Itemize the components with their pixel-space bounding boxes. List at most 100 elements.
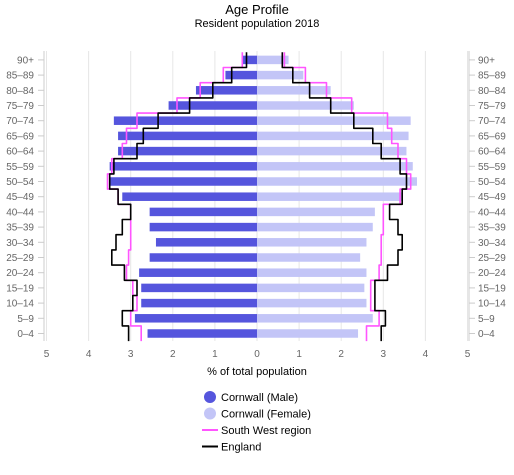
bar-cornwall-female-20-24[interactable] (257, 268, 367, 277)
bar-cornwall-male-80-84[interactable] (195, 86, 257, 95)
y-tick-label-right: 55–59 (478, 162, 506, 173)
bar-cornwall-female-90[interactable] (257, 55, 289, 65)
y-tick-label-right: 25–29 (478, 253, 506, 264)
x-tick-label: 1 (296, 349, 302, 360)
legend-symbol-cornwall-female (204, 407, 216, 420)
legend: Cornwall (Male) Cornwall (Female) South We… (202, 391, 311, 454)
y-tick-label-left: 30–34 (6, 238, 34, 249)
bar-cornwall-female-80-84[interactable] (257, 86, 331, 95)
bar-cornwall-male-55-59[interactable] (109, 162, 258, 171)
y-tick-label-left: 75–79 (6, 101, 34, 112)
bar-cornwall-female-75-79[interactable] (257, 101, 354, 110)
bar-cornwall-female-0-4[interactable] (257, 329, 359, 338)
axes (38, 51, 475, 341)
legend-label-england[interactable]: England (221, 442, 261, 454)
bar-cornwall-male-5-9[interactable] (134, 314, 257, 323)
y-tick-label-right: 60–64 (478, 147, 506, 158)
y-tick-label-left: 15–19 (6, 283, 34, 294)
y-tick-label-right: 15–19 (478, 283, 506, 294)
bar-cornwall-female-40-44[interactable] (257, 207, 375, 217)
bar-cornwall-female-50-54[interactable] (257, 177, 417, 186)
bar-cornwall-female-10-14[interactable] (257, 298, 367, 308)
y-tick-label-right: 5–9 (478, 314, 495, 325)
y-tick-label-left: 25–29 (6, 253, 34, 264)
y-tick-label-right: 70–74 (478, 116, 506, 127)
y-tick-label-left: 80–84 (6, 86, 34, 97)
bar-cornwall-female-15-19[interactable] (257, 283, 365, 293)
bar-cornwall-male-40-44[interactable] (149, 207, 257, 217)
line-england-left[interactable] (108, 52, 248, 342)
bar-cornwall-female-35-39[interactable] (257, 222, 373, 232)
y-tick-label-right: 90+ (478, 55, 495, 66)
bar-cornwall-male-25-29[interactable] (149, 253, 257, 262)
bar-cornwall-female-55-59[interactable] (257, 162, 413, 171)
bar-cornwall-female-60-64[interactable] (257, 146, 407, 156)
y-tick-label-left: 20–24 (6, 268, 34, 279)
bar-cornwall-male-75-79[interactable] (168, 101, 257, 110)
legend-label-cornwall-female[interactable]: Cornwall (Female) (221, 409, 311, 421)
bar-cornwall-female-70-74[interactable] (257, 116, 411, 125)
y-tick-label-right: 40–44 (478, 207, 506, 218)
bar-cornwall-female-5-9[interactable] (257, 314, 373, 323)
bar-cornwall-male-30-34[interactable] (155, 238, 257, 247)
y-tick-labels: 0–4 0–4 5–9 5–9 10–14 10–14 15–19 15–19 20–24 20–… (6, 55, 506, 340)
x-tick-label: 4 (423, 349, 429, 360)
y-tick-label-left: 5–9 (17, 314, 34, 325)
x-tick-label: 5 (465, 349, 471, 360)
line-south-west-region-right[interactable] (283, 52, 412, 342)
y-tick-label-right: 30–34 (478, 238, 506, 249)
y-tick-label-left: 35–39 (6, 223, 34, 234)
line-england-right[interactable] (281, 52, 408, 342)
x-tick-label: 5 (44, 349, 50, 360)
x-axis-label: % of total population (207, 366, 307, 378)
bar-cornwall-male-65-69[interactable] (118, 131, 257, 141)
bar-cornwall-male-60-64[interactable] (118, 146, 257, 156)
y-tick-label-right: 80–84 (478, 86, 506, 97)
x-tick-label: 3 (128, 349, 134, 360)
legend-symbol-cornwall-male (204, 391, 216, 403)
y-tick-label-left: 90+ (17, 55, 34, 66)
bar-cornwall-male-35-39[interactable] (149, 222, 257, 232)
x-tick-label: 4 (86, 349, 92, 360)
series-lines (106, 52, 412, 342)
bar-cornwall-male-15-19[interactable] (141, 283, 257, 293)
bar-cornwall-female-25-29[interactable] (257, 253, 361, 262)
legend-label-cornwall-male[interactable]: Cornwall (Male) (221, 392, 298, 404)
bar-cornwall-male-20-24[interactable] (139, 268, 257, 277)
y-tick-label-right: 35–39 (478, 223, 506, 234)
x-tick-label: 2 (338, 349, 344, 360)
y-tick-label-right: 50–54 (478, 177, 506, 188)
y-tick-label-left: 10–14 (6, 299, 34, 310)
chart-subtitle: Resident population 2018 (195, 18, 320, 30)
bar-cornwall-female-65-69[interactable] (257, 131, 409, 141)
y-tick-label-left: 0–4 (17, 329, 34, 340)
bar-cornwall-male-0-4[interactable] (147, 329, 257, 338)
y-tick-label-left: 65–69 (6, 131, 34, 142)
x-tick-label: 2 (170, 349, 176, 360)
bar-cornwall-male-10-14[interactable] (141, 298, 257, 308)
bar-cornwall-male-70-74[interactable] (113, 116, 257, 125)
y-tick-label-left: 55–59 (6, 162, 34, 173)
y-tick-label-left: 40–44 (6, 207, 34, 218)
x-tick-label: 1 (212, 349, 218, 360)
y-tick-label-left: 45–49 (6, 192, 34, 203)
chart-title: Age Profile (225, 2, 289, 17)
x-tick-labels: 5 4 3 2 1 0 1 2 3 4 5 (44, 349, 471, 360)
bar-cornwall-male-45-49[interactable] (122, 192, 257, 201)
bar-cornwall-male-50-54[interactable] (109, 177, 258, 186)
bar-cornwall-male-85-89[interactable] (225, 70, 257, 80)
y-tick-label-right: 0–4 (478, 329, 495, 340)
y-tick-label-left: 50–54 (6, 177, 34, 188)
x-tick-label: 0 (254, 349, 260, 360)
bar-cornwall-female-45-49[interactable] (257, 192, 403, 201)
bars (109, 55, 417, 338)
bar-cornwall-female-85-89[interactable] (257, 70, 304, 80)
y-tick-label-right: 20–24 (478, 268, 506, 279)
legend-label-south-west-region[interactable]: South West region (221, 425, 311, 437)
x-tick-label: 3 (381, 349, 387, 360)
bar-cornwall-female-30-34[interactable] (257, 238, 367, 247)
bar-cornwall-male-90[interactable] (242, 55, 257, 65)
y-tick-label-right: 75–79 (478, 101, 506, 112)
y-tick-label-right: 10–14 (478, 299, 506, 310)
